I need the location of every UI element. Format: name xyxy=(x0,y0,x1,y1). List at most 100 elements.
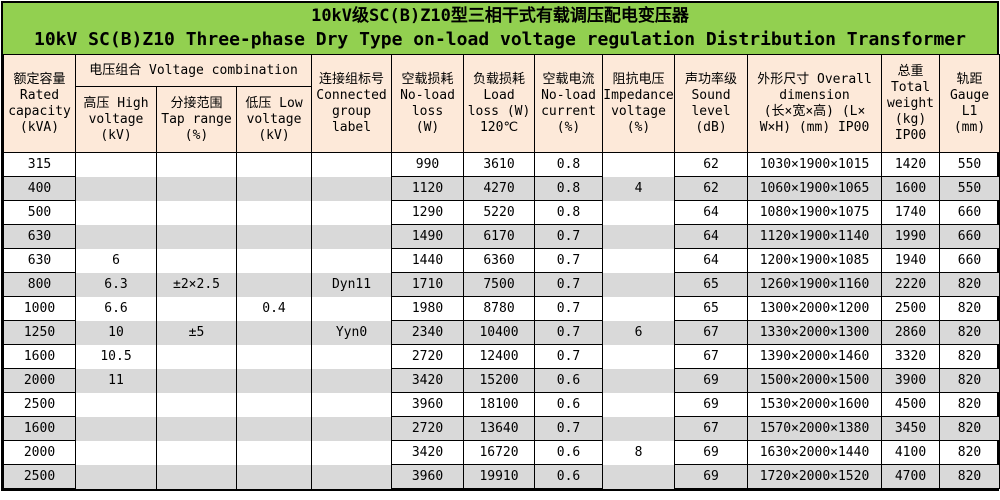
header-connected-group: 连接组标号 Connected group label xyxy=(311,54,393,153)
table-cell xyxy=(602,224,676,249)
table-cell xyxy=(311,392,393,417)
header-low-voltage: 低压 Low voltage (kV) xyxy=(235,86,313,153)
header-no-load-loss: 空载损耗 No-load loss (W) xyxy=(391,54,465,153)
table-cell: 64 xyxy=(674,224,749,249)
table-cell: 400 xyxy=(3,176,76,201)
table-cell: 0.6 xyxy=(534,368,604,393)
table-cell: 820 xyxy=(939,464,1000,489)
table-row: 630 6 1440 6360 0.7 64 1200×1900×1085 1940 660 xyxy=(3,248,1000,273)
table-cell xyxy=(156,224,237,249)
table-cell: 1440 xyxy=(391,248,465,273)
table-row: 1250 10 ±5 Yyn0 2340 10400 0.7 6 67 1330×2000×130… xyxy=(3,320,1000,345)
table-cell: 2720 xyxy=(391,416,465,441)
table-cell: 0.7 xyxy=(534,344,604,369)
table-cell: 3320 xyxy=(881,344,941,369)
table-cell xyxy=(156,248,237,273)
table-cell: 820 xyxy=(939,272,1000,297)
table-cell: Dyn11 xyxy=(311,272,393,297)
table-cell: 11 xyxy=(75,368,157,393)
table-cell: 550 xyxy=(939,176,1000,201)
table-cell xyxy=(311,152,393,177)
table-cell: 4 xyxy=(602,176,676,201)
table-cell xyxy=(311,296,393,321)
table-cell: 660 xyxy=(939,224,1000,249)
header-total-weight: 总重 Total weight (kg) IP00 xyxy=(881,54,941,153)
table-cell xyxy=(235,248,313,273)
table-cell: 315 xyxy=(3,152,76,177)
header-sound-level: 声功率级 Sound level (dB) xyxy=(674,54,749,153)
table-cell: 10400 xyxy=(463,320,536,345)
table-cell: 3420 xyxy=(391,368,465,393)
table-cell: 2340 xyxy=(391,320,465,345)
table-cell: 65 xyxy=(674,272,749,297)
table-cell xyxy=(235,392,313,417)
table-cell xyxy=(311,440,393,465)
table-cell: 2860 xyxy=(881,320,941,345)
table-cell: 630 xyxy=(3,224,76,249)
table-cell xyxy=(75,152,157,177)
table-cell xyxy=(602,272,676,297)
table-cell xyxy=(75,392,157,417)
table-cell: 3960 xyxy=(391,392,465,417)
table-cell: 67 xyxy=(674,344,749,369)
table-cell: 69 xyxy=(674,368,749,393)
table-cell: 2500 xyxy=(3,392,76,417)
table-cell xyxy=(602,152,676,177)
table-cell: 660 xyxy=(939,200,1000,225)
table-cell: 820 xyxy=(939,320,1000,345)
table-cell xyxy=(156,176,237,201)
table-cell xyxy=(235,320,313,345)
table-cell: 1330×2000×1300 xyxy=(747,320,883,345)
table-cell xyxy=(311,224,393,249)
table-cell: 2500 xyxy=(3,464,76,489)
table-cell: 64 xyxy=(674,200,749,225)
table-cell xyxy=(311,416,393,441)
table-cell: 8780 xyxy=(463,296,536,321)
table-cell xyxy=(156,464,237,489)
table-cell: 1710 xyxy=(391,272,465,297)
table-row: 2000 11 3420 15200 0.6 69 1500×2000×1500 3900 82… xyxy=(3,368,1000,393)
table-cell xyxy=(602,392,676,417)
table-body: 315 990 3610 0.8 62 1030×1900×1015 1420 550 400 1… xyxy=(3,152,1000,489)
table-cell xyxy=(311,464,393,489)
table-cell xyxy=(311,248,393,273)
table-cell: 550 xyxy=(939,152,1000,177)
table-cell: 1990 xyxy=(881,224,941,249)
table-header: 额定容量 Rated capacity (kVA) 电压组合 Voltage c… xyxy=(3,54,1000,153)
table-cell: 0.7 xyxy=(534,320,604,345)
table-cell: 0.7 xyxy=(534,416,604,441)
table-cell: 6360 xyxy=(463,248,536,273)
table-row: 400 1120 4270 0.8 4 62 1060×1900×1065 1600 550 xyxy=(3,176,1000,201)
header-gauge: 轨距 Gauge L1 (mm) xyxy=(939,54,1000,153)
table-cell: 1740 xyxy=(881,200,941,225)
table-cell xyxy=(311,368,393,393)
table-cell: 18100 xyxy=(463,392,536,417)
table-cell: 2000 xyxy=(3,368,76,393)
table-cell: 1060×1900×1065 xyxy=(747,176,883,201)
table-cell: 10 xyxy=(75,320,157,345)
table-cell: 820 xyxy=(939,368,1000,393)
table-cell: 820 xyxy=(939,296,1000,321)
table-cell xyxy=(156,200,237,225)
header-load-loss: 负载损耗 Load loss (W) 120℃ xyxy=(463,54,536,153)
table-cell: 0.6 xyxy=(534,440,604,465)
table-cell xyxy=(156,152,237,177)
table-cell: 0.6 xyxy=(534,464,604,489)
table-cell: 1980 xyxy=(391,296,465,321)
table-cell xyxy=(156,392,237,417)
table-cell xyxy=(311,200,393,225)
header-no-load-current: 空载电流 No-load current (%) xyxy=(534,54,604,153)
table-cell: 6 xyxy=(75,248,157,273)
table-cell xyxy=(602,248,676,273)
table-cell: 820 xyxy=(939,416,1000,441)
table-cell xyxy=(602,296,676,321)
table-cell: 64 xyxy=(674,248,749,273)
table-cell: 800 xyxy=(3,272,76,297)
table-cell: 1000 xyxy=(3,296,76,321)
table-cell: 62 xyxy=(674,152,749,177)
table-cell: 3420 xyxy=(391,440,465,465)
table-row: 630 1490 6170 0.7 64 1120×1900×1140 1990 660 xyxy=(3,224,1000,249)
table-cell: 4100 xyxy=(881,440,941,465)
table-row: 2000 3420 16720 0.6 8 69 1630×2000×1440 4100 820 xyxy=(3,440,1000,465)
table-cell xyxy=(235,272,313,297)
